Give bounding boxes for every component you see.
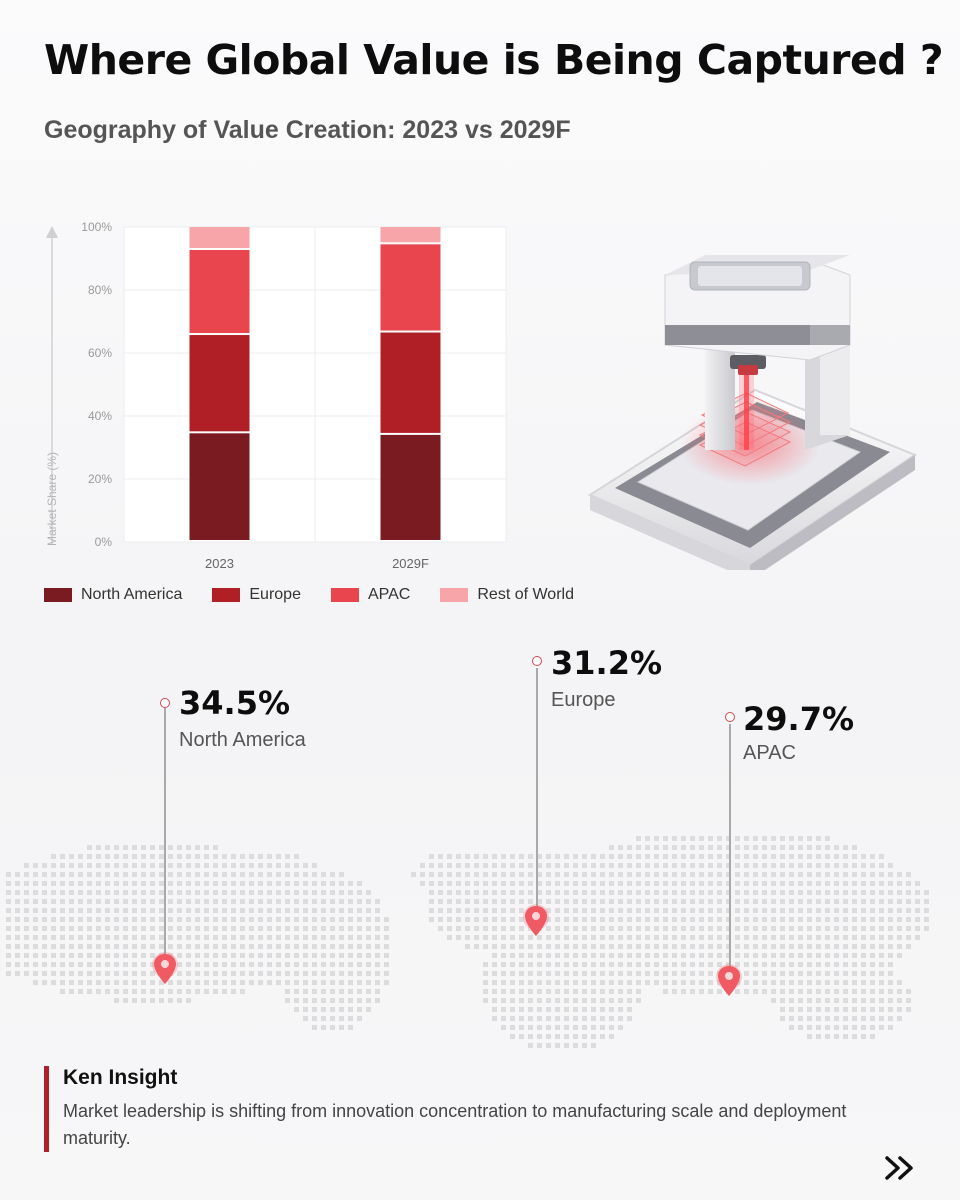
- insight-text: Market leadership is shifting from innov…: [63, 1101, 847, 1148]
- callout-leader-line: [164, 708, 166, 958]
- insight-box: Ken Insight Market leadership is shiftin…: [44, 1066, 893, 1152]
- callout-region: North America: [179, 729, 306, 751]
- x-tick-label: 2029F: [392, 556, 429, 571]
- legend-swatch: [212, 588, 241, 602]
- callout-region: Europe: [551, 689, 616, 711]
- map-pin-icon: [152, 952, 178, 984]
- laser-printer-illustration: [587, 255, 918, 570]
- legend-label: Rest of World: [477, 586, 574, 603]
- chart-legend: North America Europe APAC Rest of World: [44, 586, 604, 604]
- legend-item-north-america: North America: [44, 586, 182, 604]
- legend-item-rest-of-world: Rest of World: [440, 586, 574, 604]
- callout-ring: [532, 656, 542, 666]
- stacked-bar-chart: 0% 20% 40% 60% 80% 100% Market Share (%) 2023 20…: [45, 220, 507, 571]
- callout-leader-line: [729, 724, 731, 968]
- callout-region: APAC: [743, 742, 796, 764]
- legend-item-europe: Europe: [212, 586, 301, 604]
- bar-segment-rest-of-world: [380, 227, 441, 243]
- y-tick-label: 60%: [88, 346, 112, 360]
- bar-segment-apac: [380, 244, 441, 331]
- map-pin-icon: [523, 904, 549, 936]
- double-chevron-right-icon[interactable]: [884, 1155, 918, 1181]
- legend-label: North America: [81, 586, 183, 603]
- bar-segment-north-america: [189, 433, 250, 540]
- y-tick-label: 20%: [88, 472, 112, 486]
- callout-value: 31.2%: [551, 644, 663, 682]
- callout-value: 34.5%: [179, 684, 291, 722]
- callout-value: 29.7%: [743, 700, 855, 738]
- legend-swatch: [440, 588, 469, 602]
- y-tick-label: 100%: [81, 220, 112, 234]
- y-tick-label: 80%: [88, 283, 112, 297]
- bar-segment-north-america: [380, 434, 441, 540]
- legend-swatch: [330, 588, 359, 602]
- y-tick-label: 40%: [88, 409, 112, 423]
- world-map-dots: [6, 836, 929, 1048]
- bar-segment-rest-of-world: [189, 227, 250, 248]
- bar-segment-europe: [189, 335, 250, 432]
- page-subtitle: Geography of Value Creation: 2023 vs 202…: [44, 116, 571, 144]
- legend-label: APAC: [367, 586, 411, 603]
- page-title: Where Global Value is Being Captured ?: [44, 36, 944, 84]
- callout-ring: [725, 712, 735, 722]
- world-map-background: [6, 836, 929, 1048]
- x-tick-label: 2023: [205, 556, 234, 571]
- bar-segment-apac: [189, 249, 250, 334]
- y-axis-arrow-head: [46, 226, 58, 238]
- callout-leader-line: [536, 668, 538, 908]
- bar-segment-europe: [380, 332, 441, 433]
- map-pin-icon: [716, 964, 742, 996]
- legend-label: Europe: [249, 586, 301, 603]
- y-tick-label: 0%: [95, 535, 113, 549]
- legend-swatch: [44, 588, 72, 602]
- legend-item-apac: APAC: [330, 586, 411, 604]
- y-axis-label: Market Share (%): [45, 452, 59, 546]
- insight-heading: Ken Insight: [63, 1066, 178, 1089]
- callout-ring: [160, 698, 170, 708]
